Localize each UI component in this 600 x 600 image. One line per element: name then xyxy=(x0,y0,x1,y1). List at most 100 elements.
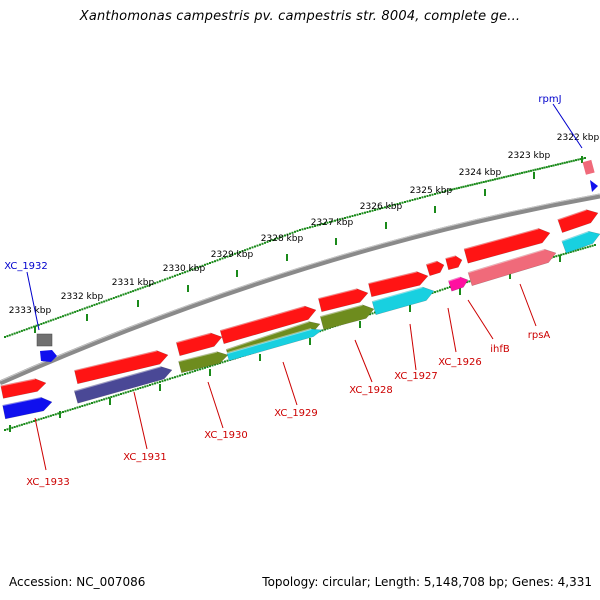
gene-arrow[interactable] xyxy=(445,255,463,271)
gene-bar[interactable] xyxy=(371,286,435,316)
upper-tick-dot xyxy=(219,258,221,261)
upper-tick-dot xyxy=(4,336,6,338)
upper-tick-dot xyxy=(301,228,304,231)
upper-tick-dot xyxy=(154,282,156,285)
upper-tick-dot xyxy=(281,235,284,238)
upper-tick-dot xyxy=(309,226,311,229)
upper-tick-dot xyxy=(284,234,286,237)
gene-arrow[interactable] xyxy=(175,332,223,357)
upper-tick-dot xyxy=(496,177,499,180)
lower-tick-dot xyxy=(154,382,156,385)
upper-tick-dot xyxy=(271,239,274,242)
gene-arrow[interactable] xyxy=(368,271,429,298)
upper-tick-dot xyxy=(460,186,463,189)
upper-tick-dot xyxy=(505,175,508,178)
gene-arrow[interactable] xyxy=(0,378,47,399)
gene-arrow[interactable] xyxy=(74,350,169,385)
upper-tick-dot xyxy=(191,268,194,271)
lower-tick-dot xyxy=(132,389,135,392)
upper-tick-dot xyxy=(159,280,161,283)
upper-tick-dot xyxy=(414,198,416,201)
gene-arrow-shine xyxy=(318,287,357,300)
topology-label: Topology: xyxy=(262,575,319,589)
rpmj-arrow[interactable] xyxy=(590,180,598,192)
genome-backbone-highlight xyxy=(0,193,600,382)
upper-tick-dot xyxy=(324,222,326,225)
upper-tick-dot xyxy=(112,297,115,299)
upper-tick-dot xyxy=(473,183,476,186)
scale-label: 2328 kbp xyxy=(261,234,304,244)
length-value: 5,148,708 bp; xyxy=(423,575,509,589)
upper-tick-dot xyxy=(8,334,11,337)
gene-bar[interactable] xyxy=(447,276,469,292)
gene-arrow[interactable] xyxy=(425,260,445,277)
upper-tick-dot xyxy=(349,215,351,218)
upper-tick-dot xyxy=(539,167,541,170)
gene-arrow-shine xyxy=(74,349,157,372)
lower-tick-dot xyxy=(144,385,147,388)
gene-bar[interactable] xyxy=(319,304,375,331)
upper-tick-dot xyxy=(144,285,147,288)
gene-bar[interactable] xyxy=(178,351,229,374)
gene-bar-shine xyxy=(225,320,309,351)
upper-tick-dot xyxy=(54,317,57,320)
lower-tick-dot xyxy=(214,363,216,366)
xc1932-block[interactable] xyxy=(36,333,53,347)
lower-tick-dot xyxy=(436,290,439,293)
upper-tick-dot xyxy=(482,181,485,183)
upper-tick-dot xyxy=(176,273,179,276)
lower-tick-dot xyxy=(194,369,196,372)
lower-tick-dot xyxy=(557,254,560,257)
leader-line xyxy=(354,339,373,383)
gene-arrow[interactable] xyxy=(219,305,317,345)
map-title: Xanthomonas campestris pv. campestris st… xyxy=(79,9,521,24)
upper-tick-dot xyxy=(339,218,341,221)
gene-bar[interactable] xyxy=(561,231,600,254)
upper-tick-dot xyxy=(527,170,530,173)
gene-bar[interactable] xyxy=(2,396,53,420)
gene-arrow-shine xyxy=(175,331,211,344)
gene-features[interactable] xyxy=(0,159,600,420)
upper-tick-dot xyxy=(451,188,454,191)
lower-tick-dot xyxy=(62,411,64,413)
scale-label: 2330 kbp xyxy=(163,264,206,274)
lower-tick-dot xyxy=(439,289,441,292)
upper-tick-dot xyxy=(419,197,421,199)
lower-tick-dot xyxy=(189,371,191,374)
gene-bar[interactable] xyxy=(226,328,323,362)
upper-tick-dot xyxy=(105,299,108,302)
lower-tick-dot xyxy=(74,407,77,410)
lower-tick-dot xyxy=(11,426,14,429)
upper-tick-dot xyxy=(184,271,186,274)
upper-tick-dot xyxy=(304,227,306,230)
xc1932-arrow[interactable] xyxy=(40,350,57,362)
gene-bar-shine xyxy=(73,365,161,392)
lower-tick-dot xyxy=(179,374,181,377)
upper-tick-dot xyxy=(141,286,144,289)
gene-arrow[interactable] xyxy=(557,209,599,233)
lower-tick-dot xyxy=(174,376,176,379)
upper-tick-dot xyxy=(389,205,391,207)
upper-tick-dot xyxy=(264,241,266,244)
upper-tick-dot xyxy=(78,309,81,312)
upper-tick-dot xyxy=(234,252,236,255)
lower-tick-dot xyxy=(45,416,48,419)
upper-tick-dot xyxy=(561,162,564,165)
rpmj-block[interactable] xyxy=(582,159,595,175)
lower-tick-dot xyxy=(574,249,577,252)
lower-tick-dot xyxy=(30,420,33,423)
gene-arrow[interactable] xyxy=(463,228,551,264)
scale-label: 2323 kbp xyxy=(508,151,551,161)
gene-arrow[interactable] xyxy=(317,288,369,313)
upper-tick-dot xyxy=(93,303,96,306)
lower-tick-dot xyxy=(166,378,169,381)
gene-bar[interactable] xyxy=(73,366,173,404)
upper-tick-dot xyxy=(426,195,429,197)
upper-tick-dot xyxy=(536,168,539,171)
lower-tick-dot xyxy=(434,291,436,294)
upper-tick-dot xyxy=(306,227,309,229)
gene-bar[interactable] xyxy=(467,248,557,287)
upper-tick-dot xyxy=(485,180,487,183)
upper-tick-dot xyxy=(88,305,91,308)
